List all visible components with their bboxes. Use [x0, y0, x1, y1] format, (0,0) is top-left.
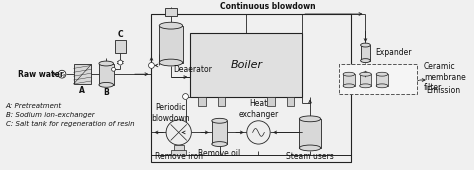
Text: Steam users: Steam users — [286, 152, 334, 161]
Text: Ceramic
membrane
filter: Ceramic membrane filter — [424, 62, 465, 92]
Ellipse shape — [159, 22, 182, 29]
Bar — [174, 145, 183, 151]
Bar — [159, 26, 182, 63]
Ellipse shape — [376, 84, 388, 88]
Text: Deaerator: Deaerator — [173, 65, 212, 74]
Bar — [198, 97, 206, 106]
Circle shape — [148, 63, 155, 68]
Text: C: Salt tank for regeneration of resin: C: Salt tank for regeneration of resin — [6, 121, 134, 127]
Bar — [73, 64, 91, 84]
Bar — [191, 33, 302, 97]
Bar — [267, 97, 275, 106]
Text: Periodic
blowdown: Periodic blowdown — [152, 103, 190, 123]
Bar — [376, 74, 388, 86]
Bar — [116, 40, 126, 53]
Ellipse shape — [360, 84, 371, 88]
Circle shape — [118, 60, 123, 65]
Ellipse shape — [361, 59, 370, 63]
Text: Remove iron: Remove iron — [155, 152, 203, 161]
Ellipse shape — [99, 61, 114, 66]
Text: B: B — [103, 88, 109, 97]
Text: C: C — [118, 30, 123, 39]
Ellipse shape — [212, 142, 228, 147]
Circle shape — [182, 94, 189, 99]
Circle shape — [166, 120, 191, 145]
Bar — [343, 74, 355, 86]
Ellipse shape — [212, 118, 228, 123]
Ellipse shape — [99, 82, 114, 87]
Bar — [339, 64, 417, 94]
Text: Continuous blowdown: Continuous blowdown — [220, 2, 316, 11]
Text: Remove oil: Remove oil — [199, 149, 241, 158]
Ellipse shape — [343, 84, 355, 88]
Text: Expander: Expander — [375, 48, 412, 57]
Ellipse shape — [360, 72, 371, 76]
Bar — [360, 74, 371, 86]
Ellipse shape — [376, 72, 388, 76]
Circle shape — [58, 70, 66, 78]
Bar — [287, 97, 294, 106]
Circle shape — [111, 67, 116, 71]
Bar — [218, 97, 226, 106]
Ellipse shape — [361, 43, 370, 47]
Text: Boiler: Boiler — [230, 60, 263, 70]
Ellipse shape — [299, 116, 321, 122]
Bar — [299, 119, 321, 148]
Text: Raw water: Raw water — [18, 70, 64, 79]
Circle shape — [247, 121, 270, 144]
Text: A: A — [80, 86, 85, 95]
Ellipse shape — [299, 145, 321, 151]
Text: B: Sodium ion-exchanger: B: Sodium ion-exchanger — [6, 112, 94, 118]
Text: A: Pretreatment: A: Pretreatment — [6, 103, 62, 109]
Bar — [361, 45, 370, 61]
Bar — [212, 121, 228, 144]
Ellipse shape — [159, 59, 182, 66]
Bar — [152, 14, 351, 162]
Text: Emission: Emission — [426, 86, 460, 95]
Bar — [99, 64, 114, 85]
Bar — [165, 8, 177, 16]
Ellipse shape — [343, 72, 355, 76]
Bar — [171, 150, 186, 155]
Text: Heat
exchanger: Heat exchanger — [238, 99, 279, 119]
